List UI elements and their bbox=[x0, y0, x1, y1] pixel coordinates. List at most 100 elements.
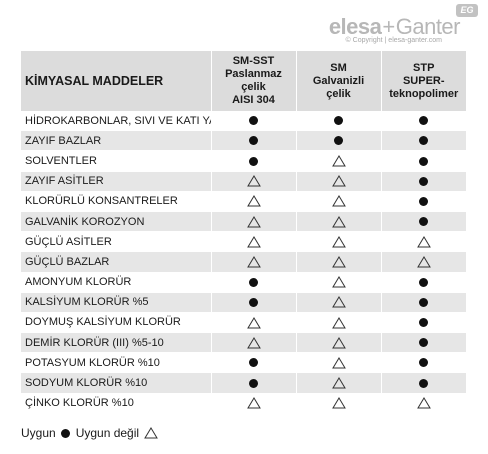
table-row: POTASYUM KLORÜR %10 bbox=[21, 352, 466, 374]
chemical-name: ÇİNKO KLORÜR %10 bbox=[21, 393, 212, 414]
outline-triangle-icon bbox=[331, 195, 346, 207]
chemical-name: DOYMUŞ KALSİYUM KLORÜR bbox=[21, 312, 212, 334]
chemical-name: SODYUM KLORÜR %10 bbox=[21, 372, 212, 394]
column-header-line: KİMYASAL MADDELER bbox=[25, 73, 164, 88]
outline-triangle-icon bbox=[331, 316, 346, 329]
brand-wordmark: elesa+Ganter bbox=[328, 14, 461, 40]
legend: Uygun Uygun değil bbox=[21, 426, 158, 440]
rating-cell bbox=[296, 372, 382, 394]
brand-plus: + bbox=[382, 14, 395, 39]
rating-cell bbox=[211, 352, 297, 374]
brand-copyright: © Copyright | elesa-ganter.com bbox=[345, 37, 442, 44]
outline-triangle-icon bbox=[331, 235, 346, 248]
chemical-name: GÜÇLÜ ASİTLER bbox=[21, 231, 212, 253]
outline-triangle-icon bbox=[331, 215, 346, 228]
legend-suitable-label: Uygun bbox=[21, 426, 56, 440]
outline-triangle-icon bbox=[416, 397, 431, 409]
chemical-name: SOLVENTLER bbox=[21, 150, 212, 172]
rating-cell bbox=[296, 312, 382, 334]
outline-triangle-icon bbox=[246, 175, 261, 187]
filled-circle-icon bbox=[419, 217, 429, 227]
rating-cell bbox=[211, 150, 297, 172]
rating-cell bbox=[211, 211, 297, 233]
column-header-line: SM-SST bbox=[232, 55, 275, 67]
table-row: AMONYUM KLORÜR bbox=[21, 272, 466, 293]
outline-triangle-icon bbox=[246, 255, 261, 268]
filled-circle-icon bbox=[419, 196, 429, 206]
filled-circle-icon bbox=[249, 358, 258, 368]
outline-triangle-icon bbox=[331, 175, 346, 187]
rating-cell bbox=[381, 272, 466, 293]
brand-name-ganter: Ganter bbox=[395, 14, 461, 39]
table-row: ZAYIF BAZLAR bbox=[21, 130, 466, 152]
filled-circle-icon bbox=[249, 136, 258, 146]
table-row: ZAYIF ASİTLER bbox=[21, 171, 466, 192]
column-header-2: SM Galvanizli çelik bbox=[296, 51, 382, 111]
outline-triangle-icon bbox=[331, 397, 346, 409]
outline-triangle-icon bbox=[246, 336, 261, 349]
rating-cell bbox=[381, 211, 466, 233]
filled-circle-icon bbox=[419, 176, 429, 186]
table-header-row: KİMYASAL MADDELER SM-SST Paslanmaz çelik AI… bbox=[21, 51, 466, 111]
rating-cell bbox=[296, 272, 382, 293]
table-row: GÜÇLÜ ASİTLER bbox=[21, 231, 466, 253]
outline-triangle-icon bbox=[331, 336, 346, 349]
rating-cell bbox=[211, 393, 297, 414]
outline-triangle-icon bbox=[246, 235, 261, 248]
outline-triangle-icon bbox=[331, 255, 346, 268]
filled-circle-icon bbox=[419, 338, 429, 348]
rating-cell bbox=[211, 251, 297, 273]
filled-circle-icon bbox=[334, 116, 343, 126]
rating-cell bbox=[296, 111, 382, 132]
rating-cell bbox=[381, 352, 466, 374]
column-header-line: Galvanizli bbox=[312, 74, 365, 87]
rating-cell bbox=[211, 171, 297, 192]
outline-triangle-icon bbox=[331, 296, 346, 308]
rating-cell bbox=[381, 312, 466, 334]
chemical-name: HİDROKARBONLAR, SIVI VE KATI YAĞLAR bbox=[21, 111, 212, 132]
outline-triangle-icon bbox=[246, 215, 261, 228]
outline-triangle-icon bbox=[331, 356, 346, 369]
outline-triangle-icon bbox=[331, 155, 346, 167]
rating-cell bbox=[296, 150, 382, 172]
rating-cell bbox=[381, 191, 466, 212]
outline-triangle-icon bbox=[246, 195, 261, 207]
filled-circle-icon bbox=[249, 297, 258, 307]
chemical-name: AMONYUM KLORÜR bbox=[21, 272, 212, 293]
table-row: GÜÇLÜ BAZLAR bbox=[21, 251, 466, 273]
chemical-name: ZAYIF BAZLAR bbox=[21, 130, 212, 152]
rating-cell bbox=[211, 191, 297, 212]
column-header-line: SM bbox=[330, 61, 347, 74]
rating-cell bbox=[381, 372, 466, 394]
filled-circle-icon bbox=[419, 358, 429, 368]
column-header-3: STP SUPER-teknopolimer bbox=[381, 51, 466, 111]
column-header-line: AISI 304 bbox=[232, 94, 275, 106]
rating-cell bbox=[381, 393, 466, 414]
rating-cell bbox=[296, 332, 382, 354]
column-header-1: SM-SST Paslanmaz çelik AISI 304 bbox=[211, 51, 297, 111]
filled-circle-icon bbox=[419, 378, 429, 388]
brand-name-elesa: elesa bbox=[328, 14, 382, 39]
table-row: SODYUM KLORÜR %10 bbox=[21, 372, 466, 394]
table-row: SOLVENTLER bbox=[21, 150, 466, 172]
filled-circle-icon bbox=[249, 378, 258, 388]
filled-circle-icon bbox=[249, 277, 258, 287]
column-header-0: KİMYASAL MADDELER bbox=[21, 51, 212, 111]
rating-cell bbox=[296, 292, 382, 313]
rating-cell bbox=[296, 211, 382, 233]
outline-triangle-icon bbox=[246, 397, 261, 409]
filled-circle-icon bbox=[249, 156, 258, 166]
column-header-line: STP bbox=[413, 61, 435, 74]
outline-triangle-icon bbox=[416, 235, 431, 248]
filled-circle-icon bbox=[249, 116, 258, 126]
rating-cell bbox=[211, 372, 297, 394]
outline-triangle-icon bbox=[331, 276, 346, 288]
column-header-line: Paslanmaz çelik bbox=[225, 68, 282, 93]
outline-triangle-icon bbox=[416, 255, 431, 268]
rating-cell bbox=[381, 111, 466, 132]
legend-unsuitable-label: Uygun değil bbox=[75, 426, 140, 440]
rating-cell bbox=[296, 352, 382, 374]
rating-cell bbox=[296, 171, 382, 192]
rating-cell bbox=[211, 312, 297, 334]
filled-circle-icon bbox=[419, 156, 429, 166]
